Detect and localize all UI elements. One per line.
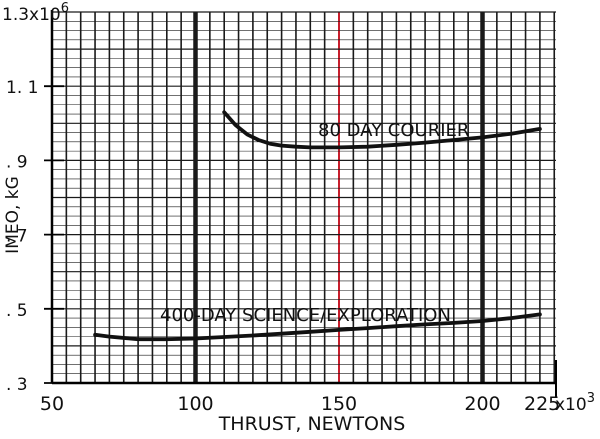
y-tick-label: . 5 <box>6 301 28 321</box>
y-unit-label: 1.3x106 <box>2 1 69 25</box>
y-axis-label: IMEO, kG <box>3 176 23 254</box>
y-tick-label: . 3 <box>6 375 28 395</box>
y-tick-label: . 7 <box>6 227 28 247</box>
y-tick-label: . 9 <box>6 152 28 172</box>
grid <box>51 11 556 384</box>
y-unit-exponent: 6 <box>61 1 69 16</box>
series-lines <box>93 110 542 342</box>
x-axis-label: THRUST, NEWTONS <box>218 413 406 435</box>
x-tick-label: 100 <box>177 393 213 415</box>
x-tick-label: 225 <box>524 393 560 415</box>
series-line-science <box>93 312 542 342</box>
x-tick-label: 150 <box>321 393 357 415</box>
x-unit-base: x10 <box>555 395 587 415</box>
axes <box>44 10 557 398</box>
x-tick-label: 50 <box>40 393 64 415</box>
x-unit-label: x103 <box>555 391 595 415</box>
x-unit-exponent: 3 <box>587 391 595 406</box>
series-label-courier: 80 DAY COURIER <box>318 120 469 141</box>
x-tick-label: 200 <box>464 393 500 415</box>
y-unit-base: 1.3x10 <box>2 5 61 25</box>
series-label-science: 400-DAY SCIENCE/EXPLORATION <box>160 305 451 326</box>
tick-labels: . 3 . 5 . 7 . 9 1. 1 50 100 150 200 225 <box>6 78 560 415</box>
series-line-courier <box>222 110 542 150</box>
y-tick-label: 1. 1 <box>6 78 38 98</box>
